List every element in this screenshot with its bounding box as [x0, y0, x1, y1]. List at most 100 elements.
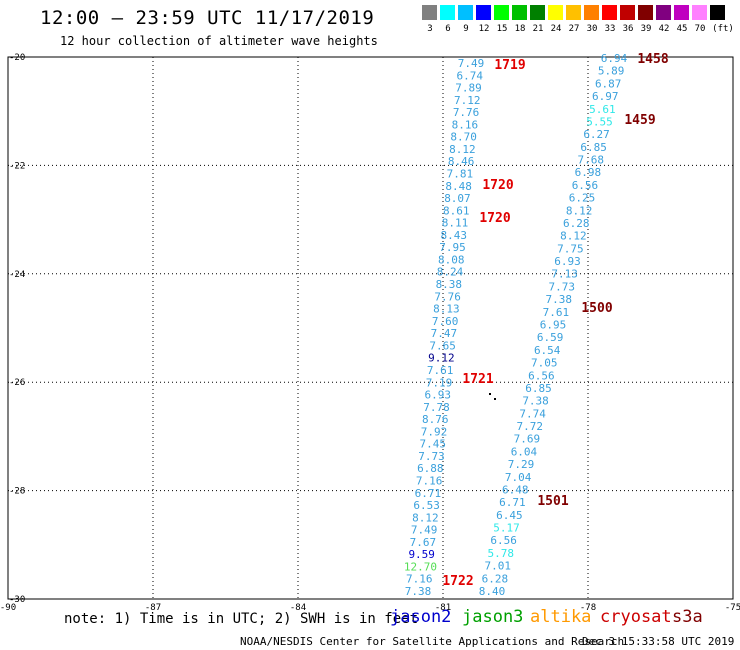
legend-label: 30: [586, 24, 598, 34]
legend-label: 24: [550, 24, 562, 34]
longitude-tick-label: -78: [580, 603, 596, 613]
legend-label: 6: [445, 24, 451, 34]
swh-value: 9.12: [428, 352, 455, 365]
swh-value: 7.65: [429, 339, 456, 352]
swh-value: 8.61: [443, 204, 470, 217]
legend-label: 21: [532, 24, 544, 34]
swh-value: 6.25: [569, 192, 596, 205]
legend-swatch: [548, 5, 563, 20]
swh-value: 6.88: [417, 462, 444, 475]
swh-value: 7.72: [517, 420, 544, 433]
swh-value: 6.93: [554, 255, 581, 268]
longitude-tick-label: -81: [435, 603, 451, 613]
credit-text: NOAA/NESDIS Center for Satellite Applica…: [240, 635, 625, 648]
time-label: 1719: [494, 58, 525, 73]
swh-value: 7.49: [411, 524, 438, 537]
swh-value: 8.11: [442, 217, 469, 230]
latitude-tick-label: -28: [9, 487, 25, 497]
swh-value: 8.48: [445, 180, 472, 193]
swh-value: 6.28: [563, 217, 590, 230]
swh-value: 6.45: [496, 509, 523, 522]
swh-value: 7.49: [458, 57, 485, 70]
swh-value: 8.46: [448, 155, 475, 168]
legend-label: 18: [514, 24, 526, 34]
swh-value: 7.73: [548, 280, 575, 293]
swh-value: 6.85: [525, 382, 552, 395]
swh-value: 6.85: [580, 141, 607, 154]
legend-label: 15: [496, 24, 508, 34]
longitude-tick-label: -90: [0, 603, 16, 613]
legend-label: 3: [427, 24, 433, 34]
longitude-tick-label: -87: [145, 603, 161, 613]
legend-label: 39: [640, 24, 652, 34]
swh-value: 9.59: [408, 548, 435, 561]
swh-value: 5.55: [586, 115, 613, 128]
swh-value: 7.16: [416, 474, 443, 487]
legend-swatch: [566, 5, 581, 20]
swh-value: 6.59: [537, 331, 564, 344]
legend-swatch: [440, 5, 455, 20]
time-label: 1500: [581, 301, 612, 316]
swh-value: 7.16: [406, 573, 433, 586]
legend-label: 42: [658, 24, 670, 34]
swh-value: 7.13: [551, 268, 578, 281]
swh-value: 7.78: [423, 401, 450, 414]
swh-value: 8.12: [412, 511, 439, 524]
time-label: 1720: [482, 178, 513, 193]
swh-value: 6.97: [592, 90, 619, 103]
swh-value: 6.27: [583, 128, 610, 141]
swh-value: 8.08: [438, 253, 465, 266]
swh-value: 6.56: [490, 534, 517, 547]
legend-label: 27: [568, 24, 580, 34]
swh-value: 6.28: [482, 572, 509, 585]
swh-value: 6.87: [595, 77, 622, 90]
swh-value: 6.54: [534, 344, 561, 357]
page-title: 12:00 — 23:59 UTC 11/17/2019: [40, 7, 375, 29]
swh-value: 6.71: [415, 487, 442, 500]
legend-swatch: [602, 5, 617, 20]
legend-swatch: [458, 5, 473, 20]
swh-value: 8.12: [566, 204, 593, 217]
swh-value: 8.07: [444, 192, 471, 205]
swh-value: 6.04: [511, 445, 538, 458]
swh-value: 6.95: [540, 319, 567, 332]
legend-swatch: [656, 5, 671, 20]
swh-value: 7.68: [578, 154, 605, 167]
time-label: 1501: [537, 494, 568, 509]
swh-value: 8.16: [452, 118, 479, 131]
longitude-tick-label: -75: [725, 603, 740, 613]
swh-value: 8.38: [436, 278, 463, 291]
satellite-legend-altika: altika: [530, 607, 592, 627]
swh-value: 7.12: [454, 94, 481, 107]
legend-swatch: [512, 5, 527, 20]
swh-value: 6.94: [601, 52, 628, 65]
swh-value: 5.78: [487, 547, 514, 560]
swh-value: 7.29: [508, 458, 535, 471]
swh-value: 6.74: [457, 69, 484, 82]
longitude-tick-label: -84: [290, 603, 306, 613]
track-marker: [494, 398, 496, 400]
swh-value: 6.71: [499, 496, 526, 509]
legend-swatch: [692, 5, 707, 20]
legend-swatch: [494, 5, 509, 20]
swh-value: 6.53: [413, 499, 440, 512]
swh-value: 7.19: [426, 376, 453, 389]
time-label: 1720: [479, 211, 510, 226]
legend-label: 9: [463, 24, 469, 34]
swh-value: 5.61: [589, 103, 616, 116]
swh-value: 7.05: [531, 357, 558, 370]
legend-swatch: [674, 5, 689, 20]
time-label: 1458: [637, 52, 668, 67]
swh-value: 5.89: [598, 65, 625, 78]
legend-label: 12: [478, 24, 490, 34]
map-frame: [7, 56, 734, 600]
swh-value: 8.12: [449, 143, 476, 156]
time-label: 1721: [462, 372, 493, 387]
legend-label: 36: [622, 24, 634, 34]
track-marker: [489, 393, 491, 395]
satellite-legend-jason3: jason3: [462, 607, 524, 627]
swh-value: 8.43: [440, 229, 467, 242]
swh-value: 7.38: [546, 293, 573, 306]
swh-value: 7.69: [514, 433, 541, 446]
